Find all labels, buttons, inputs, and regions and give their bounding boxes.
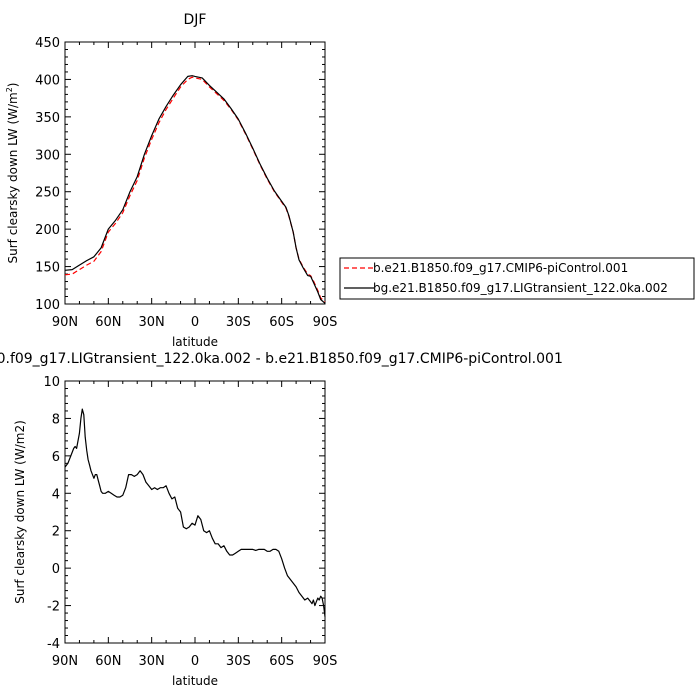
- bottom-x-tick-label: 90S: [313, 654, 338, 669]
- top-y-axis: 100 150 200 250 300 350 400 450: [35, 36, 325, 313]
- top-y-axis-label-tail: ): [6, 82, 20, 87]
- top-y-tick-label: 400: [35, 73, 60, 88]
- top-y-tick-label: 350: [35, 111, 60, 126]
- bottom-y-tick-label: 10: [43, 375, 60, 390]
- top-y-tick-label: 200: [35, 223, 60, 238]
- legend-label-control: b.e21.B1850.f09_g17.CMIP6-piControl.001: [373, 261, 628, 275]
- top-y-tick-label: 450: [35, 36, 60, 51]
- top-panel: DJF 100 150 200 250 300 350 400 450 90N 60N 30N 0 3…: [5, 12, 337, 349]
- bottom-y-tick-label: 4: [52, 487, 60, 502]
- bottom-series-group: [64, 408, 326, 617]
- bottom-x-tick-label: 60S: [269, 654, 294, 669]
- bottom-x-tick-label: 90N: [52, 654, 78, 669]
- bottom-panel: bg.e21.B1850.f09_g17.LIGtransient_122.0k…: [0, 351, 563, 688]
- top-chart-title: DJF: [184, 12, 207, 28]
- bottom-x-axis-label: latitude: [172, 674, 218, 688]
- bottom-x-tick-label: 60N: [95, 654, 121, 669]
- top-y-tick-label: 100: [35, 298, 60, 313]
- top-series-line-0: [64, 76, 326, 303]
- top-series-line-1: [64, 75, 326, 304]
- top-x-tick-label: 60N: [95, 315, 121, 330]
- legend: b.e21.B1850.f09_g17.CMIP6-piControl.001 …: [339, 257, 695, 300]
- top-y-tick-label: 300: [35, 148, 60, 163]
- bottom-y-tick-label: 6: [52, 450, 60, 465]
- bottom-x-tick-label: 30S: [226, 654, 251, 669]
- bottom-y-tick-label: 8: [52, 412, 60, 427]
- bottom-y-axis-label: Surf clearsky down LW (W/m2): [13, 420, 27, 604]
- top-x-tick-label: 90S: [313, 315, 338, 330]
- bottom-y-tick-label: -2: [47, 600, 60, 615]
- top-y-tick-label: 150: [35, 261, 60, 276]
- top-series-group: [64, 75, 326, 304]
- top-x-axis: 90N 60N 30N 0 30S 60S 90S: [52, 42, 338, 330]
- top-y-axis-label-main: Surf clearsky down LW (W/m: [6, 92, 20, 263]
- bottom-x-axis: 90N 60N 30N 0 30S 60S 90S: [52, 381, 338, 669]
- bottom-y-tick-label: -4: [47, 637, 60, 652]
- bottom-y-tick-label: 0: [52, 562, 60, 577]
- bottom-x-tick-label: 30N: [139, 654, 165, 669]
- top-x-axis-label: latitude: [172, 335, 218, 349]
- top-y-tick-label: 250: [35, 186, 60, 201]
- legend-box: [339, 257, 695, 300]
- bottom-y-tick-label: 2: [52, 525, 60, 540]
- bottom-x-tick-label: 0: [191, 654, 199, 669]
- top-x-tick-label: 30S: [226, 315, 251, 330]
- legend-label-lig: bg.e21.B1850.f09_g17.LIGtransient_122.0k…: [373, 281, 668, 295]
- bottom-plot-frame: [64, 380, 326, 644]
- top-y-axis-label: Surf clearsky down LW (W/m2): [5, 82, 20, 263]
- top-y-axis-label-superscript: 2: [5, 87, 14, 92]
- top-x-tick-label: 0: [191, 315, 199, 330]
- top-x-tick-label: 30N: [139, 315, 165, 330]
- top-plot-frame: [64, 41, 326, 305]
- top-x-tick-label: 60S: [269, 315, 294, 330]
- top-x-tick-label: 90N: [52, 315, 78, 330]
- bottom-series-line-0: [64, 408, 326, 617]
- bottom-chart-title: bg.e21.B1850.f09_g17.LIGtransient_122.0k…: [0, 351, 563, 367]
- bottom-y-axis: -4 -2 0 2 4 6 8 10: [43, 375, 325, 652]
